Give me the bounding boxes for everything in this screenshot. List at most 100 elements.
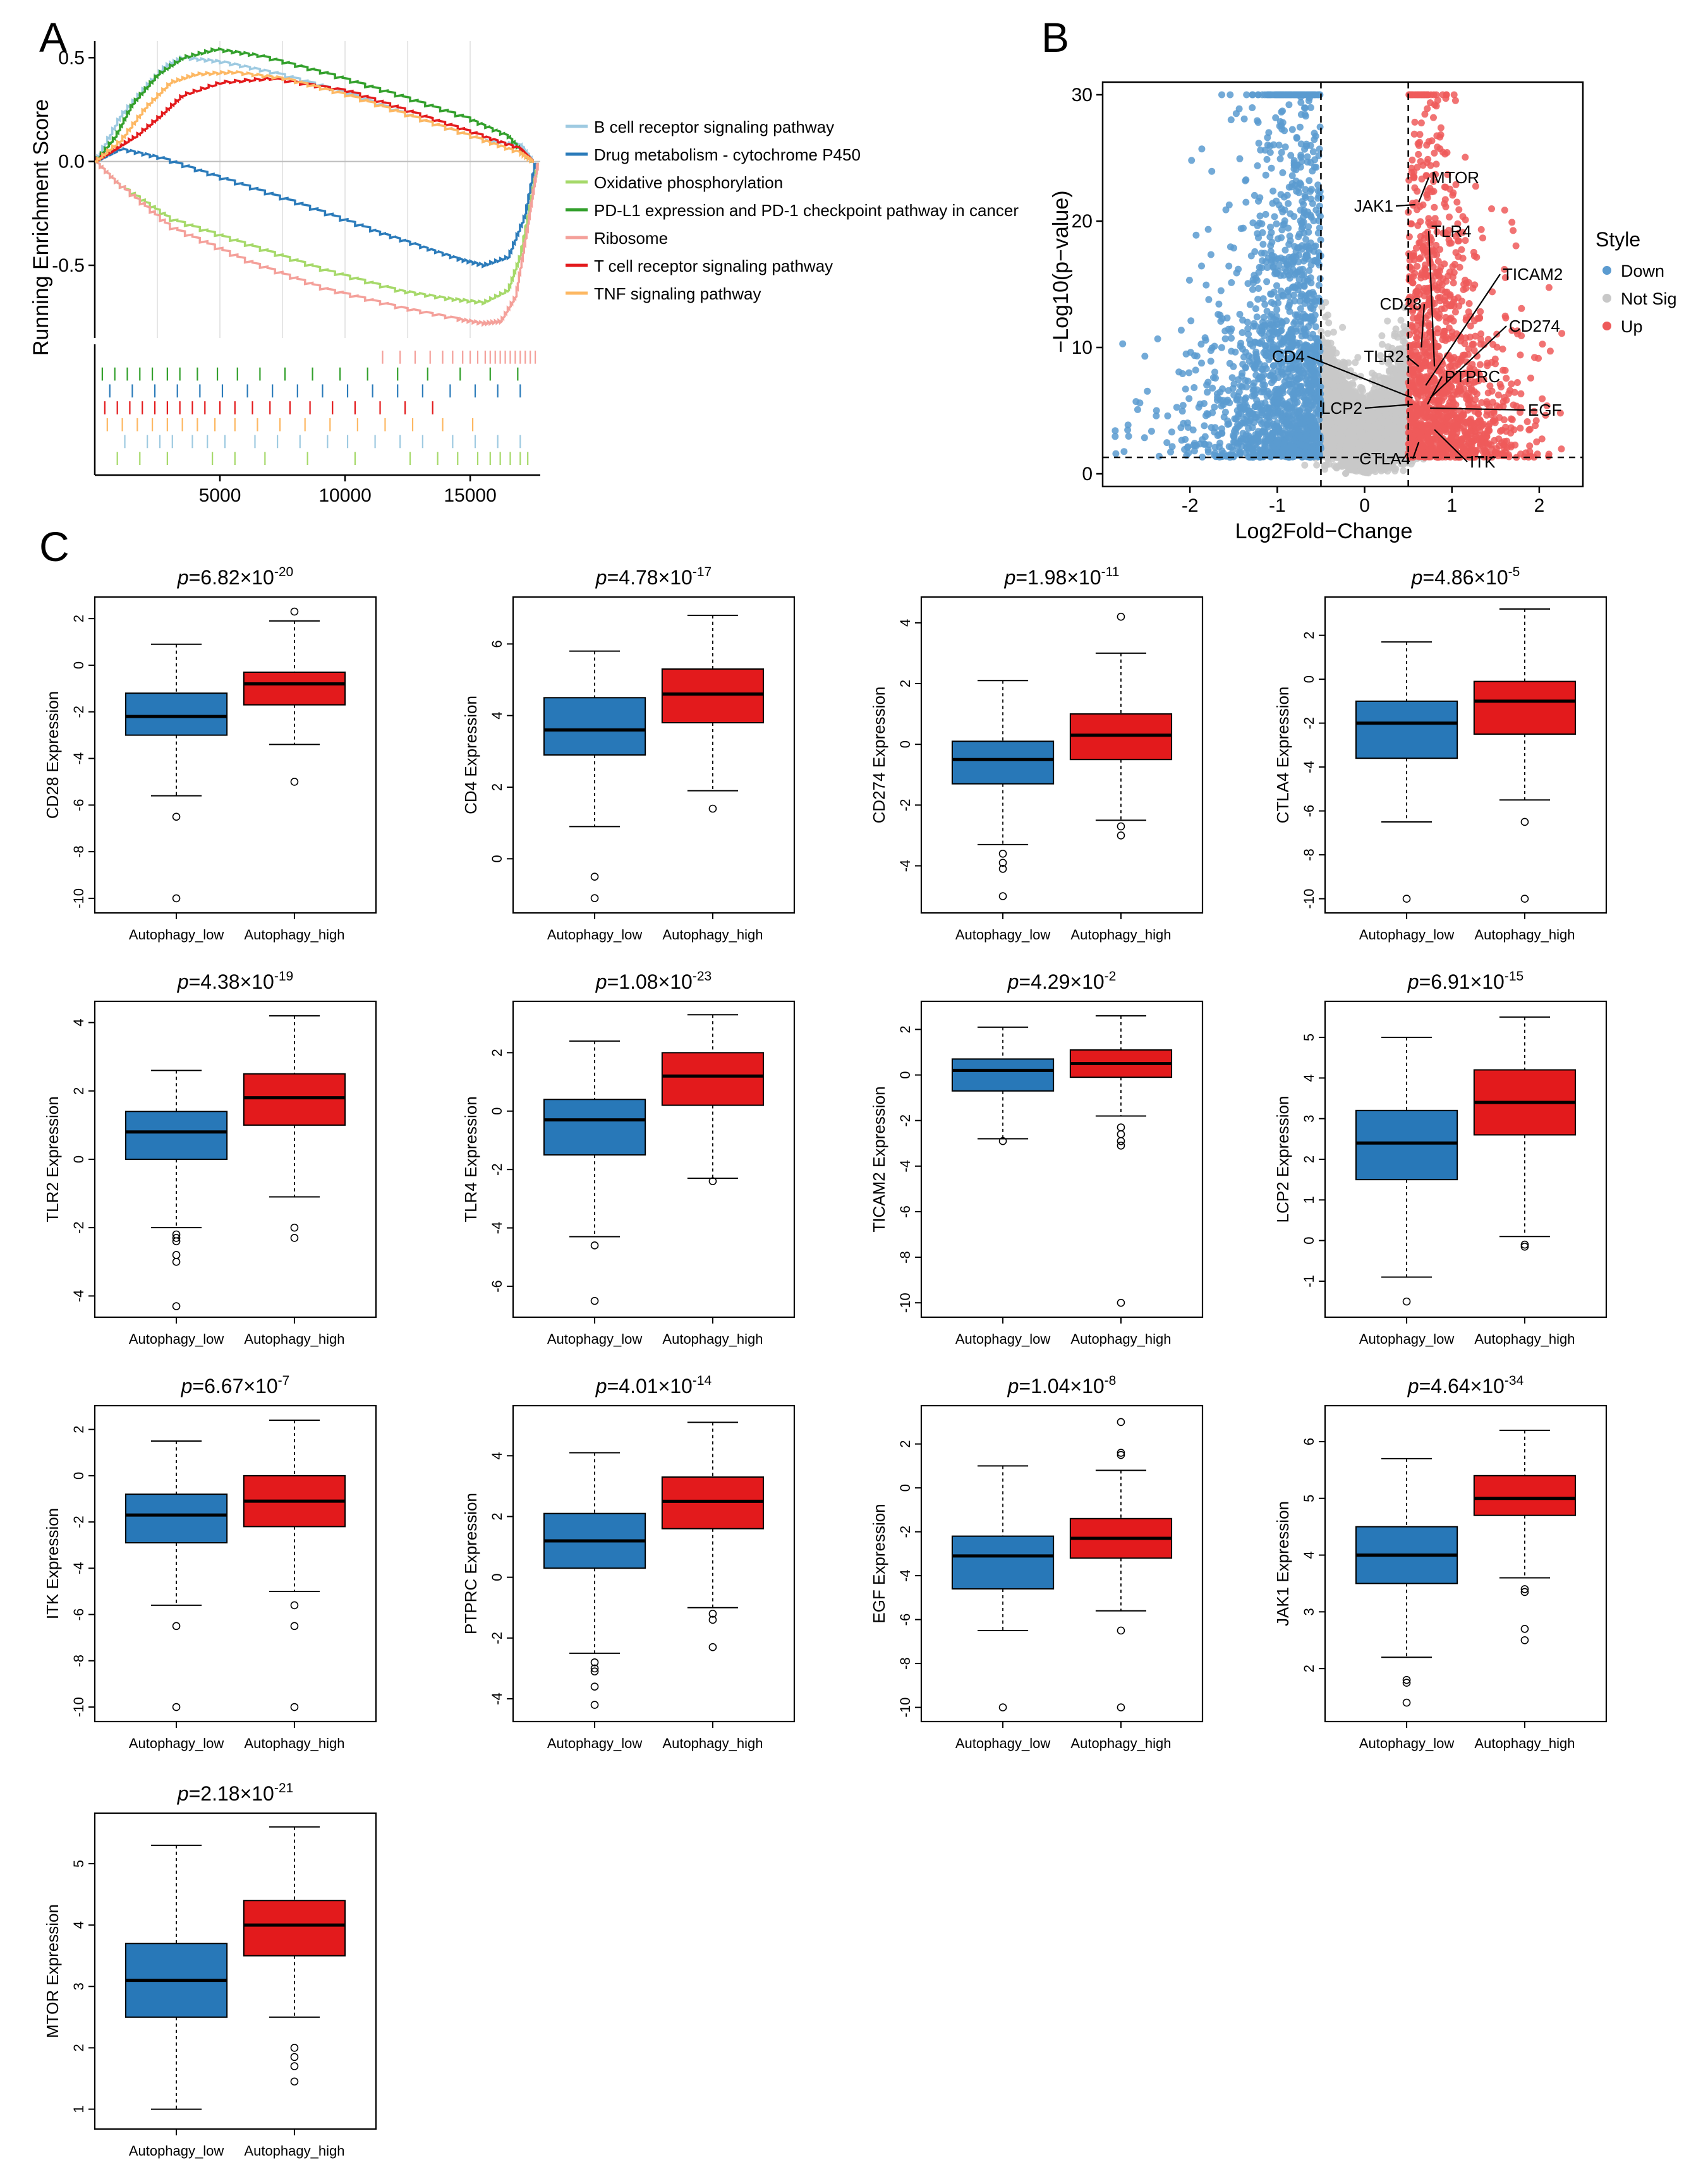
panel-b-point-notsig (1347, 457, 1354, 465)
panel-b-point-down (1154, 335, 1161, 342)
panel-b-point-notsig (1397, 317, 1405, 324)
panel-b-point-notsig (1386, 367, 1393, 375)
panel-b-point-down (1232, 348, 1239, 356)
panel-b-point-down (1271, 213, 1278, 220)
panel-b-point-down (1125, 433, 1132, 440)
panel-b-point-down (1207, 347, 1214, 354)
panel-b-point-down (1278, 148, 1285, 156)
panel-label-c: C (39, 523, 70, 570)
panel-b-point-notsig (1378, 332, 1386, 339)
panel-b-point-down (1225, 420, 1233, 428)
panel-b-point-notsig (1395, 437, 1402, 444)
panel-b-point-notsig (1375, 373, 1383, 380)
panel-b-point-notsig (1357, 383, 1364, 391)
panel-a-legend-label: TNF signaling pathway (594, 284, 761, 303)
panel-b-point-down (1254, 162, 1261, 169)
panel-b-point-down (1278, 234, 1285, 241)
panel-b-point-down (1268, 164, 1275, 172)
panel-b-point-down (1278, 108, 1285, 116)
panel-b-point-notsig (1375, 441, 1383, 449)
panel-b-point-down (1276, 155, 1284, 162)
panel-b-point-notsig (1348, 380, 1356, 387)
panel-a-legend-label: T cell receptor signaling pathway (594, 256, 833, 275)
panel-b-point-notsig (1347, 387, 1355, 394)
panel-a-legend-label: Oxidative phosphorylation (594, 173, 783, 192)
panel-a-curve-4 (94, 47, 531, 163)
panel-b-point-notsig (1401, 304, 1408, 311)
panel-b-point-down (1273, 220, 1280, 227)
panel-a-x-tick-label: 5000 (199, 485, 241, 506)
panel-b-point-notsig (1338, 373, 1346, 380)
panel-b-point-down (1201, 422, 1208, 430)
panel-b-point-notsig (1375, 433, 1383, 441)
panel-b-point-notsig (1399, 368, 1407, 376)
panel-a-legend-label: Ribosome (594, 229, 668, 248)
panel-b-point-down (1273, 282, 1280, 289)
panel-a-legend-label: B cell receptor signaling pathway (594, 118, 834, 136)
panel-b-point-down (1236, 155, 1244, 162)
panel-b-point-down (1202, 337, 1209, 344)
panel-b-point-down (1221, 335, 1229, 342)
panel-b-point-down (1228, 374, 1236, 382)
panel-a-y-axis-title: Running Enrichment Score (29, 99, 53, 356)
panel-b-point-down (1177, 327, 1185, 334)
panel-a-x-tick-label: 15000 (444, 485, 496, 506)
panel-b-point-down (1218, 344, 1225, 351)
panel-a-curve-3 (94, 160, 539, 306)
panel-b-point-down (1205, 296, 1213, 303)
panel-b-point-notsig (1335, 448, 1343, 455)
panel-b-point-down (1255, 140, 1263, 147)
panel-b-point-down (1211, 424, 1219, 431)
panel-b-point-notsig (1364, 392, 1372, 400)
panel-b-points (1111, 91, 1566, 477)
panel-b-point-notsig (1360, 468, 1368, 475)
panel-b-point-down (1316, 123, 1324, 131)
panel-b-point-down (1285, 101, 1293, 109)
panel-b-point-notsig (1321, 462, 1328, 470)
panel-b-point-notsig (1339, 323, 1347, 331)
panel-b-point-down (1297, 181, 1305, 188)
panel-b-point-notsig (1330, 329, 1337, 336)
panel-b-point-down (1302, 236, 1310, 243)
panel-b-point-down (1295, 258, 1302, 266)
panel-b-point-down (1192, 366, 1199, 374)
panel-b-point-down (1185, 277, 1193, 284)
panel-b-point-down (1242, 198, 1250, 206)
panel-b-point-down (1249, 104, 1256, 111)
panel-b-point-down (1185, 395, 1193, 402)
panel-b-point-down (1112, 450, 1120, 457)
panel-b-point-notsig (1357, 428, 1364, 435)
panel-b-point-down (1281, 246, 1289, 254)
panel-b-point-down (1260, 313, 1268, 321)
panel-b-point-down (1240, 224, 1247, 232)
panel-b-point-down (1311, 136, 1318, 143)
panel-b-point-notsig (1355, 442, 1363, 449)
panel-a-x-tick-label: 10000 (318, 485, 371, 506)
panel-b-point-down (1292, 311, 1299, 318)
panel-a-legend-label: Drug metabolism - cytochrome P450 (594, 145, 861, 164)
panel-b-point-down (1201, 433, 1209, 440)
panel-b-point-down (1312, 242, 1319, 250)
panel-b-point-notsig (1350, 416, 1357, 424)
panel-b-point-notsig (1313, 461, 1321, 469)
panel-b-point-down (1293, 134, 1300, 141)
panel-a-curve-6 (94, 76, 534, 164)
panel-b-point-down (1303, 142, 1310, 150)
panel-b-point-down (1262, 171, 1269, 179)
panel-b-point-down (1253, 313, 1261, 321)
panel-b-point-down (1229, 385, 1237, 392)
panel-label-b: B (1041, 14, 1069, 61)
panel-b-point-notsig (1348, 432, 1355, 440)
panel-b-point-down (1168, 428, 1175, 436)
panel-b-volcano-plot: -2 -1 0 1 20102030Log2Fold−Change−Log10(p−va… (1049, 81, 1677, 543)
panel-b-point-down (1267, 248, 1275, 255)
panel-b-point-down (1213, 397, 1221, 404)
panel-b-point-down (1257, 147, 1264, 154)
panel-b-point-down (1193, 353, 1201, 359)
panel-b-point-down (1124, 421, 1132, 429)
panel-b-point-down (1296, 123, 1304, 131)
panel-b-point-down (1178, 437, 1185, 444)
panel-b-point-down (1184, 424, 1192, 431)
panel-b-point-notsig (1382, 431, 1390, 438)
